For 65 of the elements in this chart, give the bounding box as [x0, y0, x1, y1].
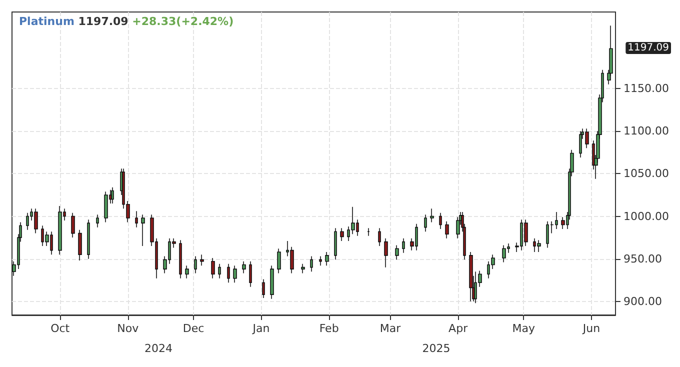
candlestick [104, 191, 108, 223]
candlestick [445, 220, 449, 239]
candlestick [179, 240, 182, 279]
x-tick-label: Feb [319, 322, 339, 335]
candlestick [96, 214, 99, 228]
candlestick [277, 248, 281, 274]
candlestick [378, 228, 381, 246]
chart-title: Platinum 1197.09 [19, 15, 128, 28]
candlestick [34, 208, 38, 234]
x-tick-label: Dec [182, 322, 204, 335]
candlestick [26, 212, 29, 230]
candlestick [430, 208, 434, 223]
candlestick [111, 186, 114, 204]
candlestick [218, 264, 221, 279]
y-tick-label: 1150.00 [624, 82, 670, 96]
y-tick-label: 1100.00 [624, 124, 670, 138]
chart-subtitle: +28.33(+2.42%) [128, 15, 234, 28]
candlestick [395, 244, 399, 260]
x-tick-label: Mar [380, 322, 402, 335]
candlestick [319, 256, 322, 266]
x-tick-label: Apr [448, 322, 468, 335]
x2-tick-label: 2024 [144, 342, 173, 355]
candlestick [384, 238, 388, 268]
x-tick-label: Oct [50, 322, 70, 335]
candlestick [78, 229, 82, 261]
candlestick [242, 260, 246, 274]
candlestick [233, 265, 237, 284]
x-tick-label: Nov [117, 322, 140, 335]
y-tick-label: 1050.00 [624, 167, 670, 180]
candlestick [585, 128, 589, 149]
candlestick [71, 212, 75, 238]
candlestick [402, 238, 405, 254]
candlestick [227, 264, 230, 284]
candlestick [424, 214, 427, 232]
candlestick [200, 254, 204, 266]
x-tick-label: Jun [582, 322, 600, 335]
candlestick [249, 260, 252, 288]
candlestick [334, 228, 337, 260]
x-tick-label: Jan [252, 322, 270, 335]
candlestick [579, 130, 582, 158]
y-tick-label: 1000.00 [624, 210, 670, 223]
candlestick [211, 258, 215, 279]
candlestick [310, 256, 313, 272]
candlestick [185, 265, 189, 279]
y-tick-label: 900.00 [624, 294, 662, 308]
candlestick [469, 252, 473, 302]
candlestick [367, 228, 370, 236]
candlestick [502, 244, 506, 263]
candlestick [194, 256, 197, 274]
x2-tick-label: 2025 [422, 342, 450, 355]
candlestick [141, 214, 145, 246]
candlestick [537, 240, 541, 252]
candlestick [270, 265, 274, 300]
candlestick [439, 212, 442, 230]
candlestick [58, 206, 62, 255]
candlestick [325, 252, 329, 266]
candlestick [524, 219, 528, 246]
candlestick [262, 278, 265, 298]
candlestick [340, 228, 344, 242]
candlestick [135, 210, 138, 228]
candlestick [87, 219, 90, 260]
y-tick-label: 950.00 [624, 252, 662, 266]
x-tick-label: May [512, 322, 536, 335]
candlestick [301, 264, 305, 274]
text: 1197.09 [628, 42, 670, 54]
